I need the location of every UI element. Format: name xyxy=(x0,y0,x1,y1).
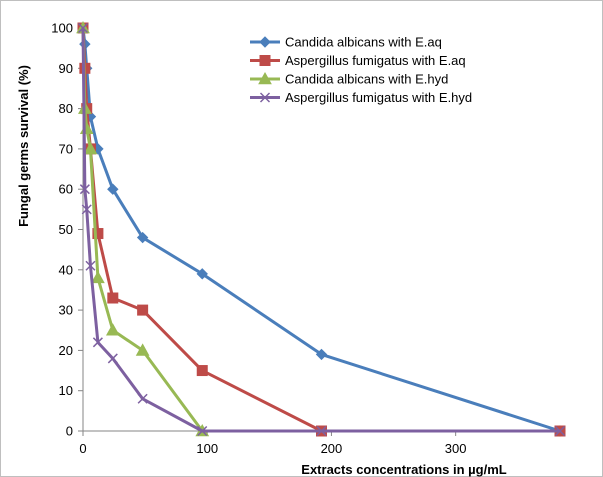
data-point xyxy=(137,393,148,404)
data-point xyxy=(92,228,104,240)
series-4 xyxy=(77,22,566,437)
y-tick-label: 70 xyxy=(59,141,73,156)
data-point xyxy=(315,348,328,361)
x-tick-label: 0 xyxy=(79,441,86,456)
data-point xyxy=(135,343,150,356)
y-axis-title: Fungal germs survival (%) xyxy=(16,65,31,227)
y-tick-label: 60 xyxy=(59,182,73,197)
x-axis-title: Extracts concentrations in µg/mL xyxy=(301,462,506,477)
legend-label: Candida albicans with E.hyd xyxy=(285,72,448,87)
series-line xyxy=(81,27,560,433)
legend-label: Aspergillus fumigatus with E.hyd xyxy=(285,90,472,105)
data-point xyxy=(107,353,118,364)
data-point xyxy=(107,292,119,304)
y-tick-label: 90 xyxy=(59,61,73,76)
y-tick-label: 40 xyxy=(59,262,73,277)
y-tick-label: 100 xyxy=(51,21,73,36)
data-point xyxy=(136,231,149,244)
y-tick-label: 30 xyxy=(59,303,73,318)
data-point xyxy=(196,268,208,280)
series-layer xyxy=(76,20,566,437)
data-point xyxy=(85,260,96,271)
data-point xyxy=(91,270,105,284)
data-point xyxy=(197,425,208,437)
y-tick-label: 0 xyxy=(66,424,73,439)
legend-marker xyxy=(259,36,271,48)
data-point xyxy=(105,323,120,336)
data-point xyxy=(316,425,327,437)
legend-item: Candida albicans with E.hyd xyxy=(250,72,448,87)
legend-item: Aspergillus fumigatus with E.aq xyxy=(250,53,466,68)
data-point xyxy=(196,365,208,377)
x-tick-label: 100 xyxy=(196,441,218,456)
data-point xyxy=(79,184,90,195)
y-tick-label: 50 xyxy=(59,222,73,237)
data-point xyxy=(83,141,98,155)
legend: Candida albicans with E.aq Aspergillus fu… xyxy=(250,35,472,105)
legend-item: Candida albicans with E.aq xyxy=(250,35,442,50)
data-point xyxy=(92,337,103,348)
y-tick-label: 10 xyxy=(59,383,73,398)
data-point xyxy=(81,204,92,215)
x-tick-label: 200 xyxy=(321,441,343,456)
y-tick-label: 80 xyxy=(59,101,73,116)
x-tick-label: 300 xyxy=(445,441,467,456)
legend-label: Aspergillus fumigatus with E.aq xyxy=(285,53,466,68)
data-point xyxy=(107,183,119,195)
y-tick-label: 20 xyxy=(59,343,73,358)
legend-label: Candida albicans with E.aq xyxy=(285,35,442,50)
legend-marker xyxy=(259,92,271,103)
legend-marker xyxy=(258,71,272,85)
legend-item: Aspergillus fumigatus with E.hyd xyxy=(250,90,472,105)
legend-marker xyxy=(259,55,271,66)
data-point xyxy=(554,425,566,437)
data-point xyxy=(77,22,89,34)
data-point xyxy=(137,304,149,316)
